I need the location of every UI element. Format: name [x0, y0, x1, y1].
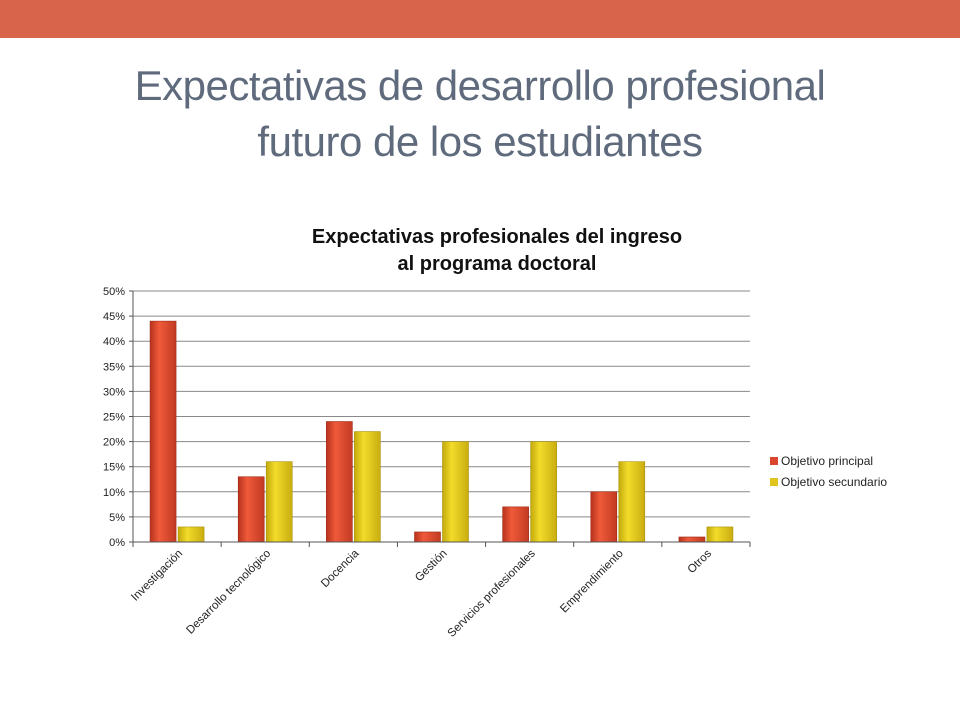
y-tick-label: 50% [103, 286, 125, 298]
bars [149, 320, 734, 543]
legend-label-principal: Objetivo principal [781, 454, 873, 468]
y-tick-label: 25% [103, 412, 125, 424]
chart-title-line2: al programa doctoral [398, 253, 597, 275]
axes [132, 291, 751, 547]
x-category-label: Servicios profesionales [446, 547, 538, 639]
y-tick-label: 10% [103, 487, 125, 499]
bar-secundario [618, 461, 646, 543]
bar-principal [502, 506, 529, 543]
x-category-label: Gestión [413, 548, 450, 585]
x-category-label: Docencia [319, 547, 362, 590]
x-axis-labels: Investigación Desarrollo tecnológico Docen… [129, 547, 714, 640]
bar-secundario [177, 526, 205, 543]
y-tick-label: 40% [103, 336, 125, 348]
slide-title-line1: Expectativas de desarrollo profesional [134, 62, 826, 109]
x-category-label: Desarrollo tecnológico [184, 548, 273, 637]
y-tick-label: 20% [103, 437, 125, 449]
legend-swatch-principal [770, 457, 778, 465]
y-tick-label: 35% [103, 361, 125, 373]
bar-principal [590, 491, 618, 543]
x-category-label: Emprendimiento [558, 548, 626, 616]
y-axis-ticks: 0% 5% 10% 15% 20% 25% 30% 35% 40% 45% 50% [103, 286, 133, 549]
legend-label-secundario: Objetivo secundario [781, 475, 887, 489]
x-category-label: Investigación [129, 548, 185, 604]
legend-swatch-secundario [770, 478, 778, 486]
top-accent-bar [0, 0, 960, 38]
legend: Objetivo principal Objetivo secundario [770, 454, 887, 489]
slide-title-line2: futuro de los estudiantes [257, 118, 703, 165]
bar-principal [149, 320, 177, 543]
y-tick-label: 15% [103, 462, 125, 474]
bar-secundario [354, 431, 381, 543]
bar-secundario [265, 461, 293, 543]
y-tick-label: 30% [103, 386, 125, 398]
bar-secundario [530, 441, 557, 543]
bar-secundario [706, 526, 734, 543]
bar-principal [326, 421, 353, 543]
chart-title-line1: Expectativas profesionales del ingreso [312, 226, 682, 248]
bar-secundario [442, 441, 469, 543]
bar-principal [414, 531, 441, 543]
slide-title: Expectativas de desarrollo profesional f… [40, 58, 920, 170]
x-category-label: Otros [686, 547, 715, 576]
gridlines [133, 290, 750, 543]
bar-principal [237, 476, 265, 543]
bar-principal [678, 536, 706, 543]
y-tick-label: 0% [109, 537, 125, 549]
y-tick-label: 5% [109, 512, 125, 524]
y-tick-label: 45% [103, 311, 125, 323]
